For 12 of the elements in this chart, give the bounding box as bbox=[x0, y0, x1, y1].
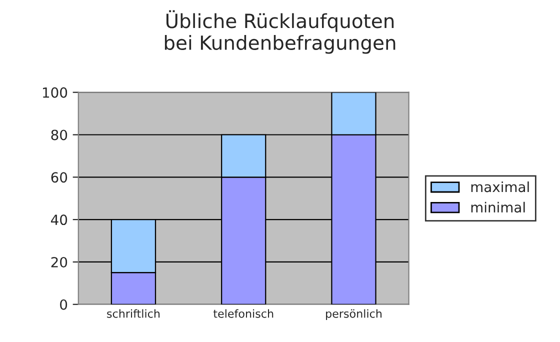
legend-label: minimal bbox=[471, 202, 525, 213]
legend-label: maximal bbox=[471, 181, 529, 192]
y-tick-label: 0 bbox=[60, 299, 68, 310]
chart-title: Übliche Rücklaufquoten bei Kundenbefragungen bbox=[164, 10, 396, 54]
y-tick-label: 20 bbox=[51, 256, 68, 268]
y-tick-label: 100 bbox=[43, 87, 68, 98]
x-tick-label: persönlich bbox=[326, 309, 382, 320]
x-tick-label: telefonisch bbox=[213, 309, 274, 318]
y-tick-label: 80 bbox=[51, 130, 68, 140]
y-tick-label: 60 bbox=[51, 172, 68, 183]
y-tick-label: 40 bbox=[50, 214, 68, 226]
x-tick-label: schriftlich bbox=[107, 309, 160, 318]
